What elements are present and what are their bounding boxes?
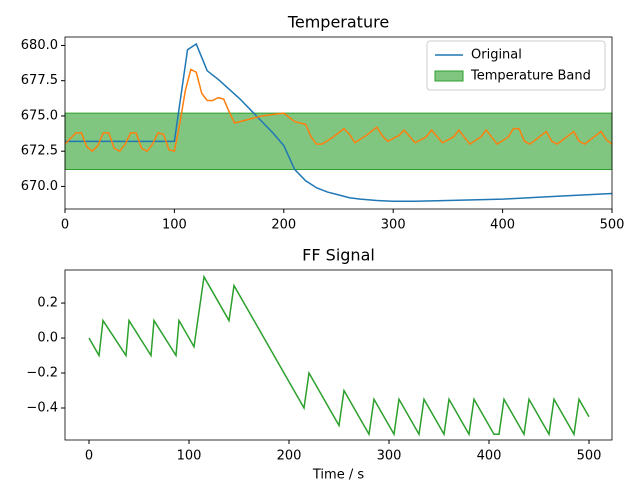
- x-tick-label: 300: [381, 218, 406, 233]
- series-line: [88, 274, 590, 437]
- chart-title: Temperature: [287, 13, 389, 32]
- y-tick-label: 670.0: [21, 179, 58, 194]
- y-tick-label: 680.0: [21, 38, 58, 53]
- x-axis-label: Time / s: [312, 468, 364, 480]
- x-tick-label: 400: [490, 218, 515, 233]
- axes-frame: [64, 36, 613, 210]
- x-tick-label: 400: [477, 449, 502, 464]
- series-line: [65, 68, 612, 153]
- y-tick-label: 0.2: [37, 296, 58, 311]
- x-tick-label: 500: [577, 449, 602, 464]
- x-tick-label: 300: [377, 449, 402, 464]
- series-line: [65, 42, 612, 202]
- x-tick-label: 500: [600, 218, 625, 233]
- legend-swatch: [434, 70, 464, 82]
- y-tick-label: 672.5: [21, 144, 58, 159]
- legend-label: Temperature Band: [470, 69, 591, 84]
- legend-label: Original: [471, 48, 522, 63]
- x-tick-label: 0: [85, 449, 93, 464]
- x-tick-label: 0: [61, 218, 69, 233]
- y-tick-label: −0.4: [26, 400, 58, 415]
- y-tick-label: 675.0: [21, 108, 58, 123]
- x-tick-label: 100: [177, 449, 202, 464]
- x-tick-label: 200: [271, 218, 296, 233]
- y-tick-label: −0.2: [26, 366, 58, 381]
- axes-frame: [64, 269, 613, 441]
- y-tick-label: 0.0: [37, 331, 58, 346]
- legend-box: [426, 40, 606, 91]
- x-tick-label: 200: [277, 449, 302, 464]
- chart-title: FF Signal: [302, 246, 375, 265]
- x-tick-label: 100: [162, 218, 187, 233]
- y-tick-label: 677.5: [21, 73, 58, 88]
